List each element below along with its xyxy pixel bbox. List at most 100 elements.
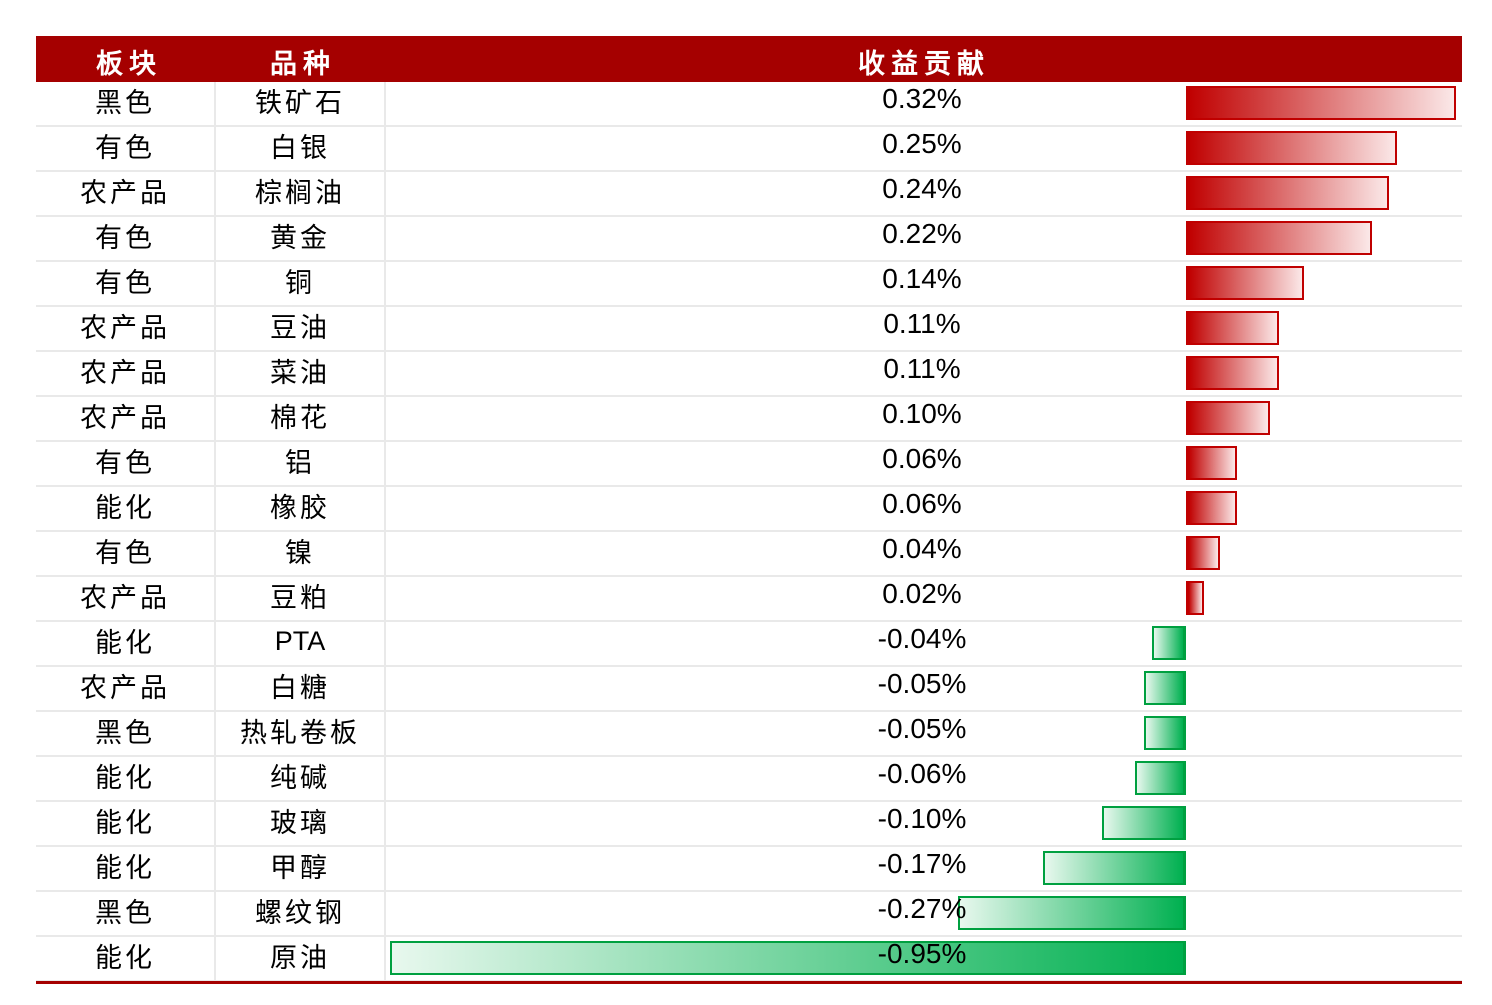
contribution-cell: 0.22%: [386, 217, 1456, 260]
positive-bar: [1186, 86, 1456, 120]
negative-bar: [1042, 851, 1186, 885]
positive-bar: [1186, 491, 1237, 525]
variety-cell: 铜: [216, 262, 386, 305]
variety-cell: 白银: [216, 127, 386, 170]
contribution-cell: 0.11%: [386, 352, 1456, 395]
sector-cell: 农产品: [36, 667, 216, 710]
variety-cell: 原油: [216, 937, 386, 980]
table-row: 能化 纯碱 -0.06%: [36, 757, 1462, 802]
sector-cell: 黑色: [36, 892, 216, 935]
contribution-cell: -0.04%: [386, 622, 1456, 665]
variety-cell: 棉花: [216, 397, 386, 440]
negative-bar: [390, 941, 1186, 975]
variety-cell: 棕榈油: [216, 172, 386, 215]
table-row: 农产品 菜油 0.11%: [36, 352, 1462, 397]
positive-bar: [1186, 266, 1305, 300]
sector-cell: 能化: [36, 847, 216, 890]
table-row: 农产品 豆粕 0.02%: [36, 577, 1462, 622]
contribution-label: 0.14%: [882, 263, 962, 294]
positive-bar: [1186, 311, 1279, 345]
variety-cell: 菜油: [216, 352, 386, 395]
variety-cell: 纯碱: [216, 757, 386, 800]
positive-bar: [1186, 536, 1220, 570]
sector-cell: 农产品: [36, 352, 216, 395]
table-row: 能化 PTA -0.04%: [36, 622, 1462, 667]
variety-cell: PTA: [216, 622, 386, 665]
table-row: 农产品 棕榈油 0.24%: [36, 172, 1462, 217]
contribution-cell: 0.25%: [386, 127, 1456, 170]
contribution-cell: -0.05%: [386, 667, 1456, 710]
negative-bar: [958, 896, 1186, 930]
contribution-label: 0.06%: [882, 488, 962, 519]
table-row: 黑色 螺纹钢 -0.27%: [36, 892, 1462, 937]
contribution-label: 0.24%: [882, 173, 962, 204]
sector-cell: 有色: [36, 217, 216, 260]
positive-bar: [1186, 221, 1372, 255]
variety-cell: 螺纹钢: [216, 892, 386, 935]
negative-bar: [1143, 716, 1186, 750]
contribution-label: 0.22%: [882, 218, 962, 249]
contribution-label: -0.06%: [877, 758, 967, 789]
sector-cell: 有色: [36, 262, 216, 305]
contribution-cell: -0.06%: [386, 757, 1456, 800]
contribution-cell: -0.27%: [386, 892, 1456, 935]
contribution-label: -0.05%: [877, 668, 967, 699]
negative-bar: [1101, 806, 1186, 840]
variety-cell: 热轧卷板: [216, 712, 386, 755]
contribution-label: 0.25%: [882, 128, 962, 159]
contribution-cell: -0.95%: [386, 937, 1456, 980]
table-row: 有色 白银 0.25%: [36, 127, 1462, 172]
positive-bar: [1186, 356, 1279, 390]
contribution-cell: 0.04%: [386, 532, 1456, 575]
sector-cell: 能化: [36, 487, 216, 530]
contribution-label: -0.27%: [877, 893, 967, 924]
table-row: 能化 橡胶 0.06%: [36, 487, 1462, 532]
table-bottom-border: [36, 981, 1462, 984]
table-row: 农产品 棉花 0.10%: [36, 397, 1462, 442]
table-row: 黑色 铁矿石 0.32%: [36, 82, 1462, 127]
sector-cell: 有色: [36, 127, 216, 170]
sector-cell: 能化: [36, 757, 216, 800]
variety-cell: 橡胶: [216, 487, 386, 530]
sector-cell: 农产品: [36, 577, 216, 620]
contribution-label: -0.05%: [877, 713, 967, 744]
sector-cell: 能化: [36, 622, 216, 665]
contribution-cell: -0.10%: [386, 802, 1456, 845]
sector-cell: 农产品: [36, 397, 216, 440]
negative-bar: [1152, 626, 1186, 660]
contribution-label: -0.17%: [877, 848, 967, 879]
contribution-label: -0.04%: [877, 623, 967, 654]
contribution-label: 0.32%: [882, 83, 962, 114]
variety-cell: 白糖: [216, 667, 386, 710]
contribution-cell: 0.06%: [386, 442, 1456, 485]
negative-bar: [1143, 671, 1186, 705]
variety-cell: 甲醇: [216, 847, 386, 890]
contribution-cell: 0.10%: [386, 397, 1456, 440]
table-row: 能化 原油 -0.95%: [36, 937, 1462, 982]
variety-cell: 豆粕: [216, 577, 386, 620]
positive-bar: [1186, 401, 1271, 435]
variety-cell: 豆油: [216, 307, 386, 350]
contribution-label: 0.11%: [883, 353, 961, 384]
contribution-cell: 0.11%: [386, 307, 1456, 350]
contribution-cell: -0.05%: [386, 712, 1456, 755]
sector-cell: 有色: [36, 532, 216, 575]
contribution-cell: -0.17%: [386, 847, 1456, 890]
table-row: 有色铝 0.06%: [36, 442, 1462, 487]
contribution-label: 0.02%: [882, 578, 962, 609]
variety-cell: 铝: [216, 442, 386, 485]
header-contribution: 收益贡献: [858, 49, 990, 80]
sector-cell: 黑色: [36, 712, 216, 755]
table-row: 有色铜 0.14%: [36, 262, 1462, 307]
table-row: 农产品 豆油 0.11%: [36, 307, 1462, 352]
sector-cell: 黑色: [36, 82, 216, 125]
table-row: 有色 黄金 0.22%: [36, 217, 1462, 262]
contribution-label: 0.06%: [882, 443, 962, 474]
table-row: 有色镍 0.04%: [36, 532, 1462, 577]
variety-cell: 玻璃: [216, 802, 386, 845]
contribution-label: 0.04%: [882, 533, 962, 564]
table-row: 能化 玻璃 -0.10%: [36, 802, 1462, 847]
positive-bar: [1186, 446, 1237, 480]
contribution-cell: 0.24%: [386, 172, 1456, 215]
sector-cell: 能化: [36, 802, 216, 845]
